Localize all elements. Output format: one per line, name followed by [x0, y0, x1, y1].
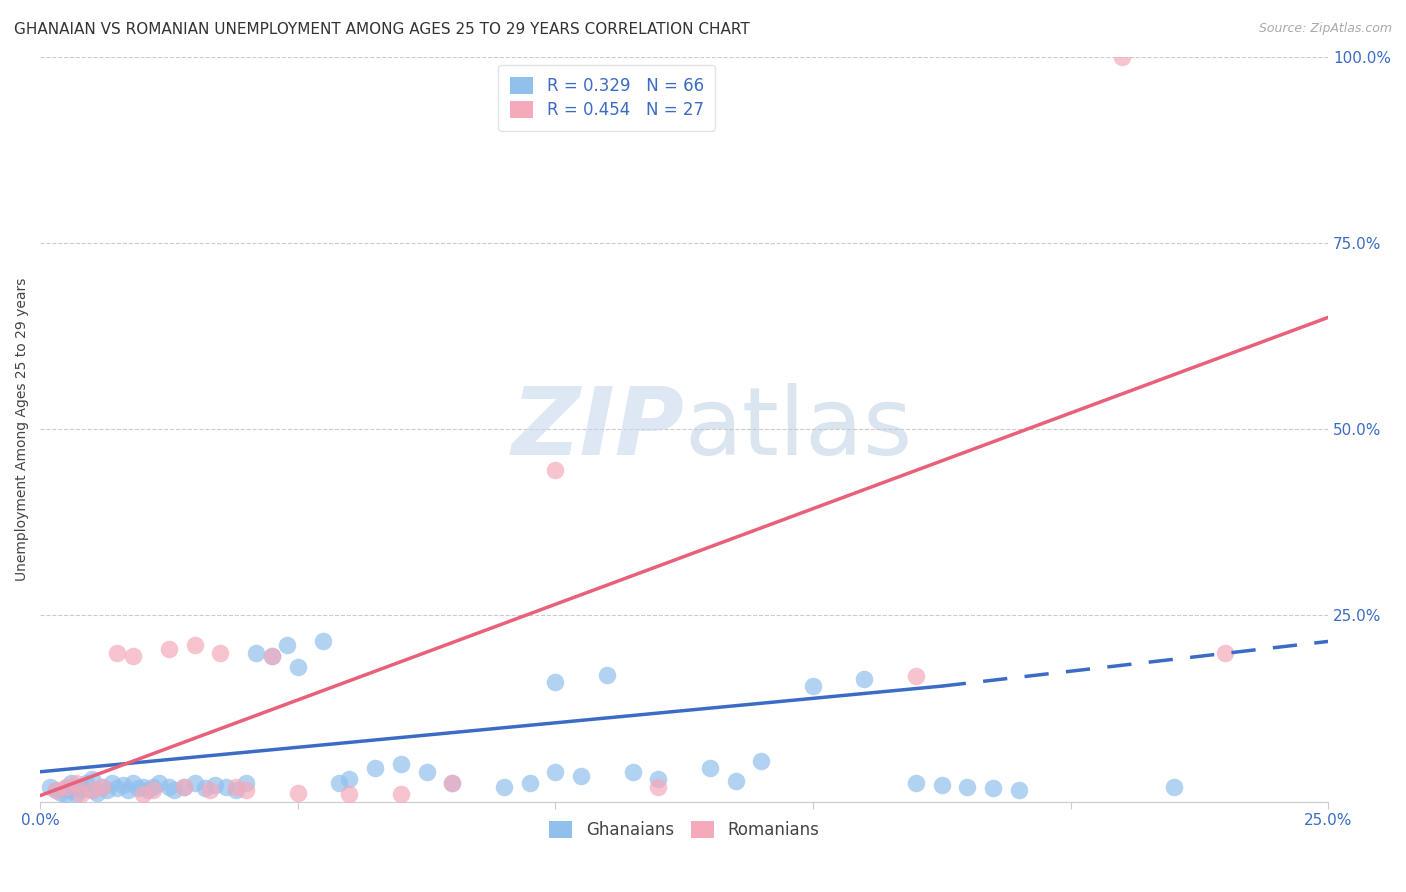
Point — [55, 787, 77, 801]
Point — [1213, 646, 1236, 660]
Point — [853, 672, 876, 686]
Point — [801, 679, 824, 693]
Point — [86, 786, 108, 800]
Point — [724, 773, 747, 788]
Point — [148, 776, 170, 790]
Point — [45, 783, 67, 797]
Point — [956, 780, 979, 794]
Point — [225, 780, 247, 794]
Point — [91, 780, 114, 794]
Point — [117, 783, 139, 797]
Point — [544, 463, 567, 477]
Point — [80, 772, 103, 787]
Point — [1163, 780, 1185, 794]
Point — [699, 761, 721, 775]
Point — [519, 776, 541, 790]
Point — [101, 776, 124, 790]
Point — [173, 780, 195, 794]
Point — [647, 772, 669, 787]
Point — [136, 783, 159, 797]
Point — [544, 675, 567, 690]
Point — [981, 781, 1004, 796]
Text: Source: ZipAtlas.com: Source: ZipAtlas.com — [1258, 22, 1392, 36]
Point — [647, 780, 669, 794]
Point — [441, 776, 464, 790]
Point — [132, 787, 155, 801]
Point — [276, 638, 298, 652]
Point — [194, 781, 217, 796]
Y-axis label: Unemployment Among Ages 25 to 29 years: Unemployment Among Ages 25 to 29 years — [15, 277, 30, 581]
Point — [91, 780, 114, 794]
Point — [214, 780, 236, 794]
Point — [544, 764, 567, 779]
Point — [209, 646, 232, 660]
Text: GHANAIAN VS ROMANIAN UNEMPLOYMENT AMONG AGES 25 TO 29 YEARS CORRELATION CHART: GHANAIAN VS ROMANIAN UNEMPLOYMENT AMONG … — [14, 22, 749, 37]
Point — [492, 780, 515, 794]
Point — [132, 780, 155, 794]
Point — [235, 783, 257, 797]
Point — [596, 668, 619, 682]
Point — [183, 638, 205, 652]
Point — [142, 783, 165, 797]
Point — [198, 783, 221, 797]
Point — [225, 783, 247, 797]
Legend: Ghanaians, Romanians: Ghanaians, Romanians — [543, 814, 825, 846]
Point — [55, 781, 77, 796]
Point — [1111, 50, 1133, 64]
Point — [415, 764, 437, 779]
Point — [569, 768, 592, 782]
Text: atlas: atlas — [685, 384, 912, 475]
Point — [389, 787, 412, 801]
Point — [157, 780, 180, 794]
Point — [157, 641, 180, 656]
Point — [70, 783, 93, 797]
Point — [65, 780, 87, 794]
Point — [621, 764, 644, 779]
Point — [65, 776, 87, 790]
Point — [904, 776, 927, 790]
Point — [39, 780, 62, 794]
Point — [183, 776, 205, 790]
Point — [904, 669, 927, 683]
Point — [260, 649, 283, 664]
Point — [80, 783, 103, 797]
Point — [337, 772, 360, 787]
Point — [204, 778, 226, 792]
Point — [105, 781, 128, 796]
Point — [235, 776, 257, 790]
Point — [441, 776, 464, 790]
Text: ZIP: ZIP — [512, 384, 685, 475]
Point — [70, 787, 93, 801]
Point — [1008, 783, 1031, 797]
Point — [60, 783, 83, 797]
Point — [65, 787, 87, 801]
Point — [76, 776, 98, 790]
Point — [121, 776, 143, 790]
Point — [45, 783, 67, 797]
Point — [287, 660, 309, 674]
Point — [245, 646, 267, 660]
Point — [337, 787, 360, 801]
Point — [312, 634, 335, 648]
Point — [142, 780, 165, 794]
Point — [163, 783, 186, 797]
Point — [111, 778, 134, 792]
Point — [389, 757, 412, 772]
Point — [127, 781, 149, 796]
Point — [96, 783, 118, 797]
Point — [931, 778, 953, 792]
Point — [80, 783, 103, 797]
Point — [70, 780, 93, 794]
Point — [173, 780, 195, 794]
Point — [60, 776, 83, 790]
Point — [260, 649, 283, 664]
Point — [49, 786, 72, 800]
Point — [121, 649, 143, 664]
Point — [328, 776, 350, 790]
Point — [751, 754, 773, 768]
Point — [55, 780, 77, 794]
Point — [105, 646, 128, 660]
Point — [364, 761, 387, 775]
Point — [287, 786, 309, 800]
